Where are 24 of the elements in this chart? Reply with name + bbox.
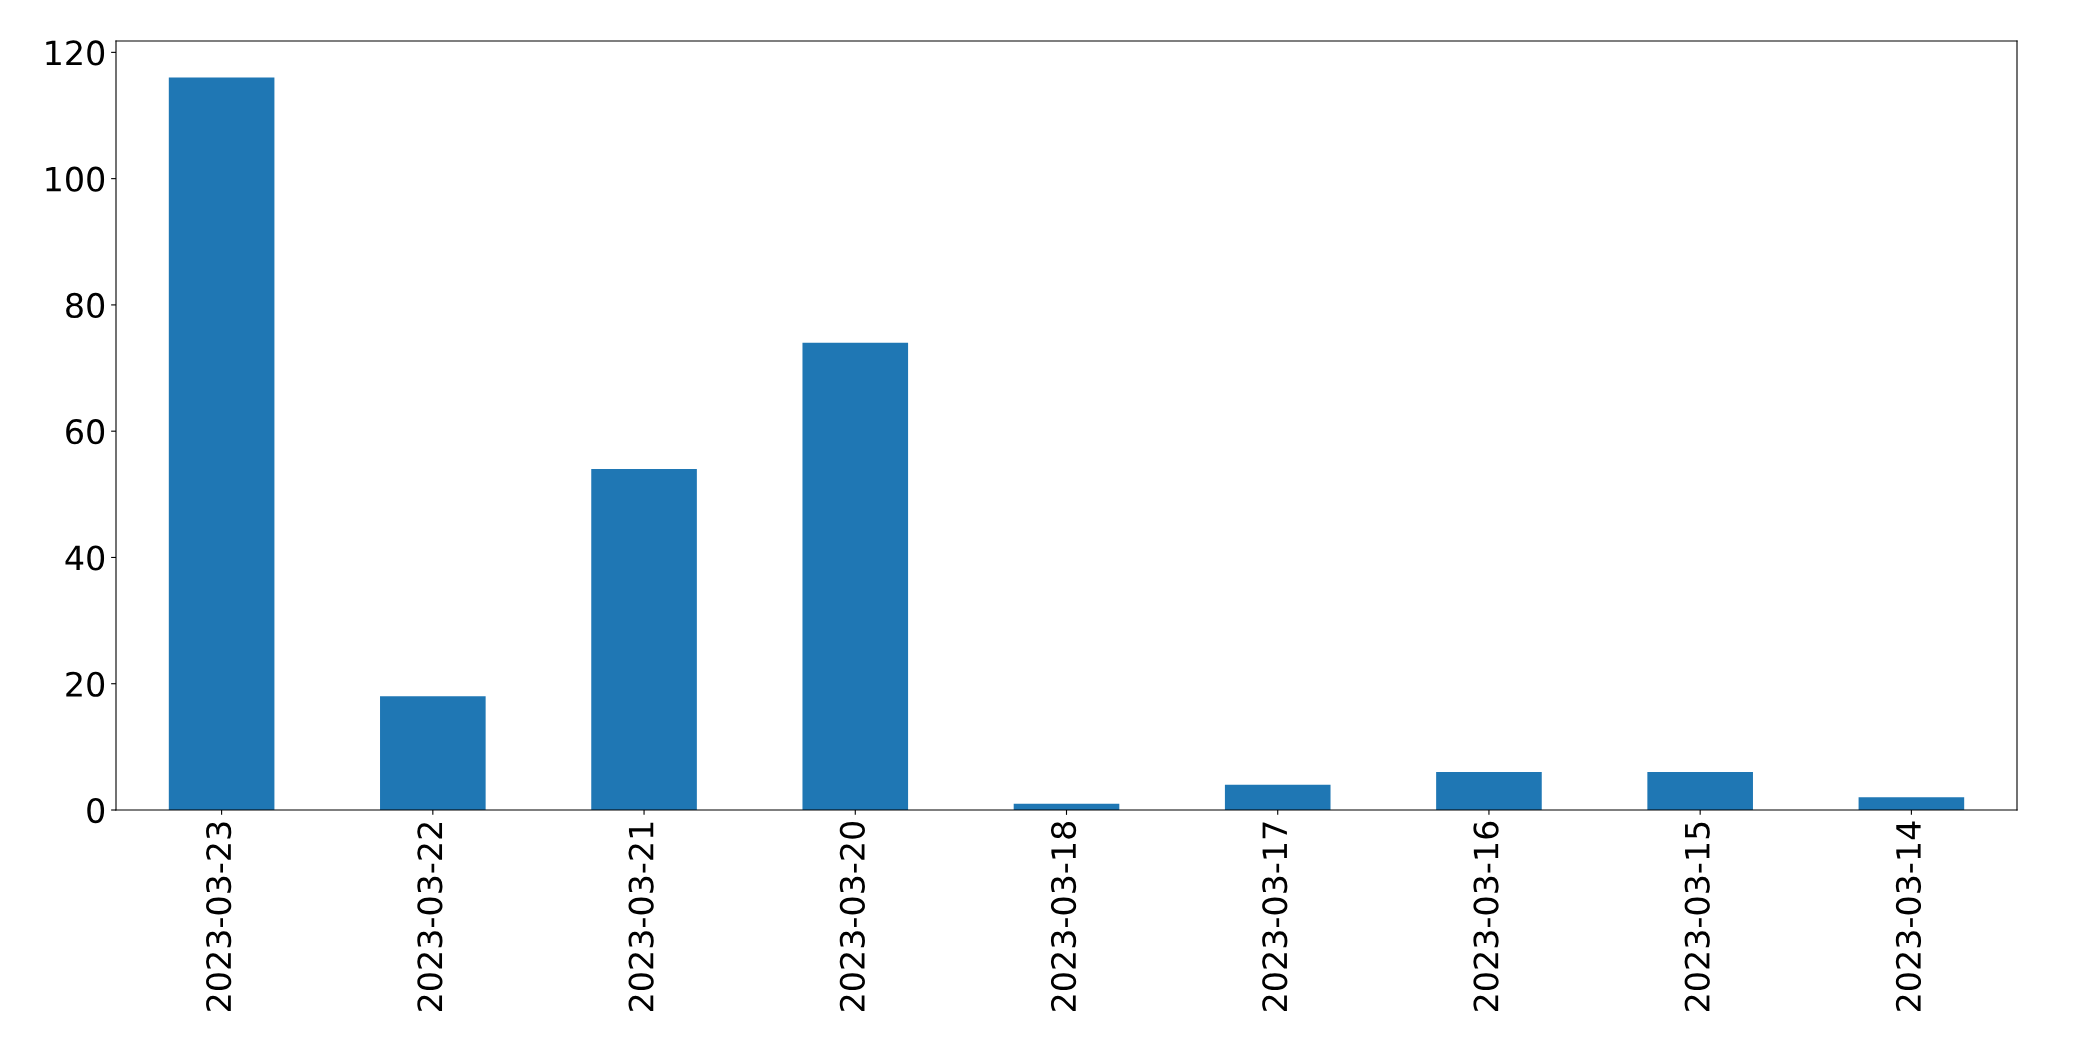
x-tick-label: 2023-03-14 xyxy=(1895,821,1922,1011)
x-tick-label: 2023-03-16 xyxy=(1473,821,1499,1011)
bar xyxy=(380,696,486,810)
y-tick-label: 120 xyxy=(46,40,105,66)
bar xyxy=(591,469,697,810)
x-tick-label: 2023-03-22 xyxy=(417,823,443,1011)
bar xyxy=(1224,784,1331,810)
y-tick-label: 80 xyxy=(66,292,105,319)
y-tick-label: 0 xyxy=(87,797,105,824)
bar xyxy=(1647,772,1753,810)
y-tick-label: 60 xyxy=(66,419,105,445)
y-tick-label: 100 xyxy=(46,166,105,192)
x-tick-label: 2023-03-20 xyxy=(839,821,865,1011)
bar xyxy=(168,77,275,810)
x-tick-label: 2023-03-17 xyxy=(1262,822,1288,1011)
y-tick-label: 40 xyxy=(65,545,105,571)
y-tick-label: 20 xyxy=(66,671,105,697)
x-tick-label: 2023-03-21 xyxy=(628,822,654,1011)
bar xyxy=(1858,797,1965,810)
bar xyxy=(1436,772,1542,810)
bar xyxy=(802,342,909,810)
x-tick-label: 2023-03-18 xyxy=(1050,822,1077,1011)
x-tick-label: 2023-03-23 xyxy=(206,822,232,1011)
x-tick-label: 2023-03-15 xyxy=(1684,822,1710,1011)
